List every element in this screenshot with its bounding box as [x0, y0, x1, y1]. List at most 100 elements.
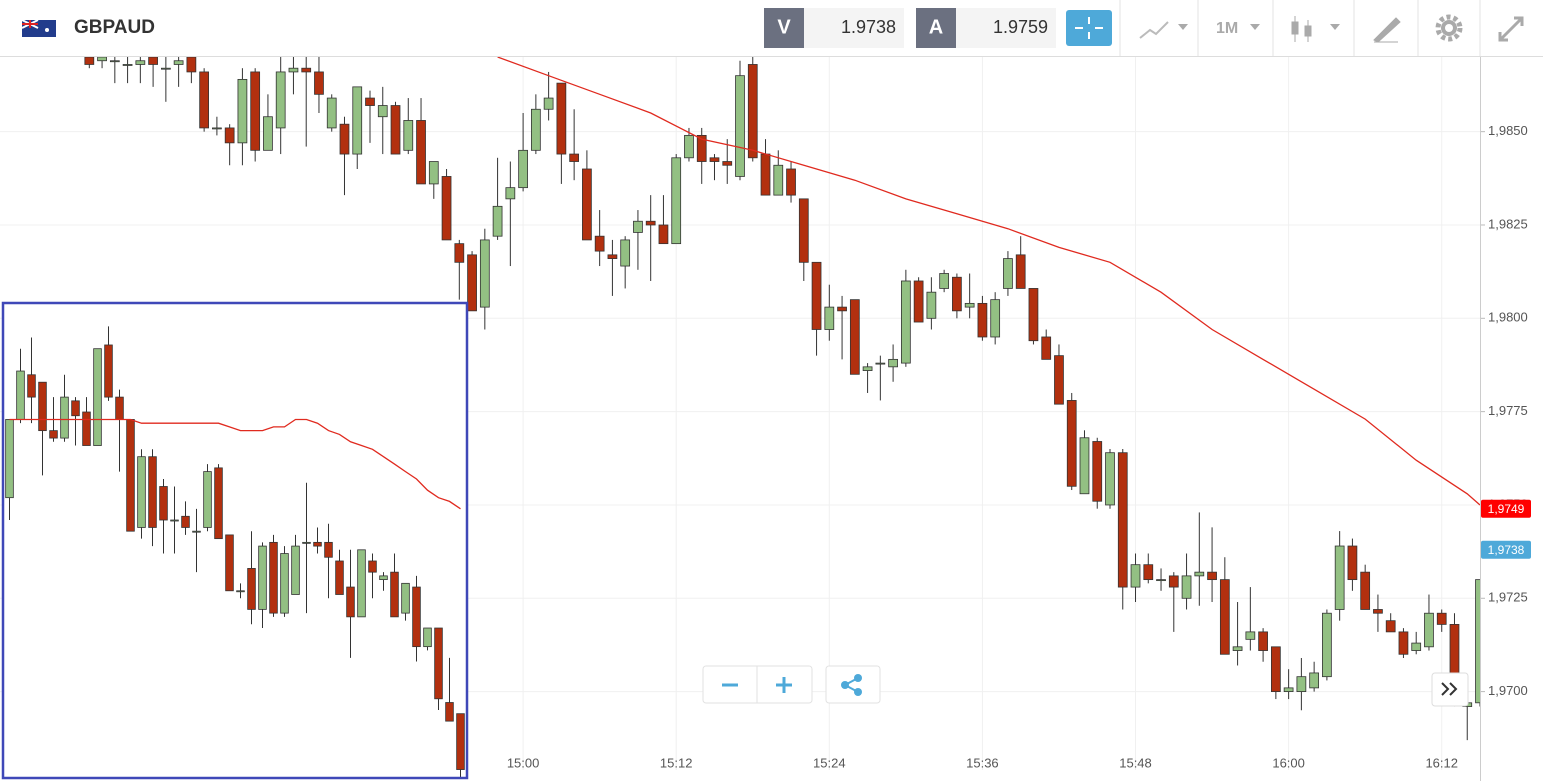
candle-body — [1258, 631, 1268, 651]
candle-body — [671, 157, 682, 245]
candle-body — [225, 534, 234, 592]
candle-body — [824, 306, 835, 330]
candle-body — [326, 97, 337, 129]
candle-body — [314, 71, 324, 95]
candle-body — [479, 239, 490, 308]
zoom-in[interactable] — [776, 677, 792, 693]
candle-body — [964, 302, 975, 308]
candles-icon[interactable] — [1291, 16, 1312, 42]
crosshair-button[interactable] — [1066, 10, 1112, 46]
scroll-end-icon — [1441, 682, 1458, 696]
candle-body — [888, 358, 898, 368]
candle-body — [1054, 355, 1064, 405]
candle-body — [346, 586, 355, 618]
candle-body — [97, 57, 107, 62]
candle-body — [1194, 571, 1205, 577]
price-tag-label: 1,9738 — [1488, 543, 1525, 557]
candle-body — [192, 530, 201, 533]
candle-body — [401, 582, 410, 614]
sell-price: 1.9738 — [841, 17, 896, 37]
candle-body — [569, 153, 580, 162]
symbol: GBPAUD — [74, 17, 155, 38]
candle-body — [137, 456, 146, 528]
candle-body — [357, 549, 366, 618]
candle-body — [530, 108, 541, 151]
candle-body — [1143, 564, 1154, 581]
candle-body — [159, 486, 168, 521]
chart-type-icon[interactable] — [1139, 21, 1169, 39]
candle-body — [952, 276, 962, 312]
candle-body — [722, 161, 733, 166]
candle-body — [1003, 258, 1013, 289]
candle-body — [160, 67, 171, 70]
toolbar-separators — [1119, 0, 1481, 56]
fullscreen-icon[interactable] — [1498, 16, 1524, 42]
candle-body — [1066, 400, 1077, 487]
candle-body — [760, 153, 771, 196]
candle-body — [1092, 441, 1103, 502]
candle-body — [441, 176, 452, 241]
candle-body — [214, 467, 223, 540]
candle-body — [773, 164, 784, 196]
candle-body — [126, 419, 135, 532]
candle-body — [1385, 620, 1396, 633]
sell-button[interactable] — [764, 8, 804, 48]
candle-body — [505, 187, 516, 200]
candle-body — [199, 71, 210, 129]
candle-body — [377, 105, 388, 118]
candle-body — [1398, 631, 1409, 655]
candle-body — [811, 261, 822, 330]
moving-average — [9, 418, 461, 510]
buy-button[interactable] — [916, 8, 956, 48]
candle-body — [1309, 672, 1320, 689]
candle-body — [236, 590, 245, 593]
candle-body — [148, 57, 158, 65]
candle-body — [280, 553, 289, 614]
candle-body — [1347, 545, 1358, 581]
sell-label: V — [777, 16, 791, 38]
candle-body — [352, 86, 363, 155]
share-button[interactable] — [825, 665, 881, 704]
candle-body — [288, 67, 299, 73]
candle-body — [412, 586, 421, 648]
candle-body — [1360, 571, 1371, 610]
candle-body — [1117, 452, 1128, 588]
candle-body — [926, 291, 937, 319]
x-tick-label: 16:00 — [1272, 755, 1305, 770]
scroll-end-button[interactable] — [1431, 672, 1469, 707]
candle-body — [582, 168, 592, 241]
y-tick-label: 1,9775 — [1488, 403, 1528, 418]
candle-body — [416, 120, 426, 185]
buy-price: 1.9759 — [993, 17, 1048, 37]
candle-body — [434, 627, 443, 700]
candle-body — [1270, 646, 1281, 693]
candle-body — [115, 396, 124, 420]
candle-body — [862, 366, 873, 371]
candle-body — [735, 75, 745, 177]
candle-body — [875, 362, 886, 365]
candle-body — [445, 702, 454, 722]
candle-body — [82, 411, 91, 446]
candle-body — [224, 127, 235, 144]
candle-body — [594, 235, 605, 252]
candle-body — [60, 396, 69, 439]
candle-body — [269, 541, 278, 614]
candle-body — [1436, 612, 1447, 625]
draw-icon[interactable] — [1373, 17, 1401, 43]
candle-body — [275, 71, 286, 129]
candle-body — [335, 560, 344, 595]
inset-frame — [1, 301, 469, 780]
candle-body — [1334, 545, 1345, 610]
candle-body — [403, 120, 414, 151]
y-tick-label: 1,9725 — [1488, 590, 1528, 605]
candle-body — [1373, 609, 1383, 614]
candle-body — [170, 519, 179, 522]
buy-label: A — [929, 16, 943, 38]
candle-body — [390, 571, 399, 618]
plot-area — [84, 57, 1480, 741]
candle-body — [1015, 254, 1026, 289]
settings-icon[interactable] — [1435, 14, 1463, 42]
timeframe[interactable]: 1M — [1216, 20, 1238, 37]
candle-body — [1105, 452, 1115, 506]
